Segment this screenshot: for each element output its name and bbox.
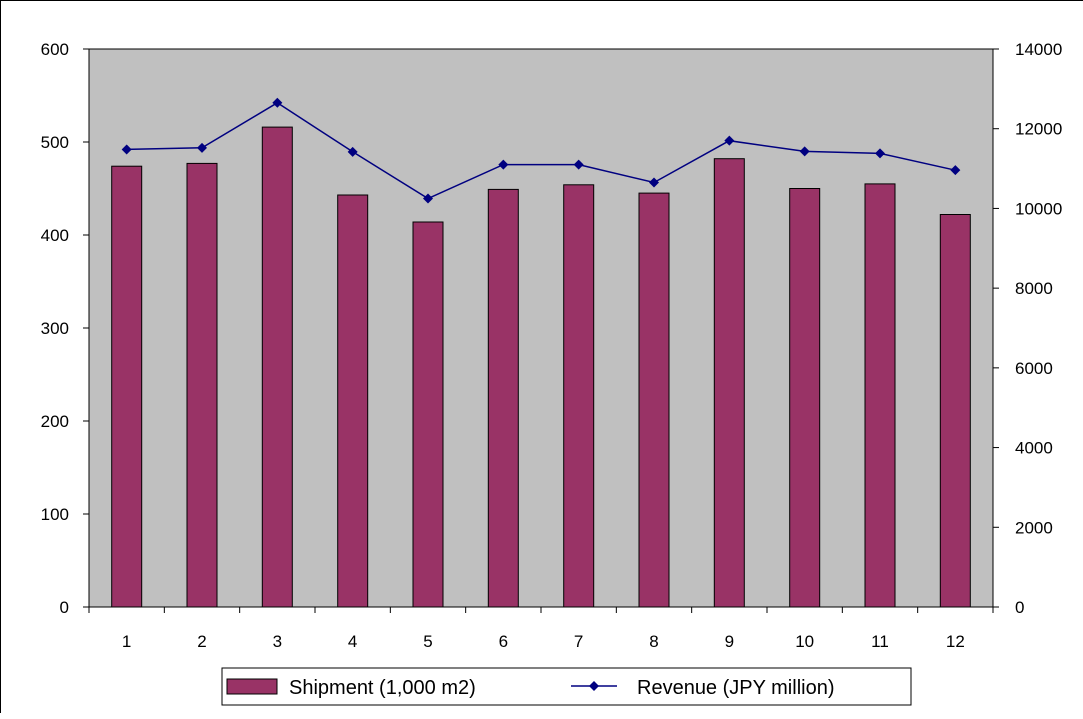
- y-right-tick-label-8000: 8000: [1015, 279, 1053, 298]
- y-left-tick-label-500: 500: [41, 133, 69, 152]
- x-tick-label-10: 10: [795, 632, 814, 651]
- revenue-point-5: [423, 193, 433, 204]
- legend: Shipment (1,000 m2) Revenue (JPY million…: [221, 667, 912, 706]
- x-tick-label-4: 4: [348, 632, 357, 651]
- bar-3: [261, 126, 293, 608]
- plot-area: [88, 48, 994, 608]
- bar-1: [111, 165, 143, 608]
- x-tick-label-9: 9: [725, 632, 734, 651]
- y-left-tick-label-400: 400: [41, 226, 69, 245]
- legend-swatch-revenue-marker: [589, 681, 599, 691]
- revenue-point-2: [197, 142, 207, 153]
- revenue-point-12: [950, 165, 961, 176]
- y-left-tick-label-600: 600: [41, 40, 69, 59]
- bar-6: [487, 188, 519, 608]
- revenue-point-11: [875, 148, 885, 159]
- bar-10: [789, 188, 821, 608]
- y-right-tick-label-4000: 4000: [1015, 439, 1053, 458]
- revenue-point-8: [649, 177, 659, 188]
- legend-box: [221, 667, 912, 706]
- revenue-line: [126, 101, 956, 200]
- y-right-tick-label-2000: 2000: [1015, 518, 1053, 537]
- bar-7: [563, 184, 595, 608]
- bar-9: [713, 158, 745, 608]
- bars-layer: [111, 126, 971, 608]
- legend-label-shipment: Shipment (1,000 m2): [289, 677, 476, 699]
- axes-layer: 0100200300400500600020004000600080001000…: [41, 40, 1063, 651]
- x-tick-label-6: 6: [499, 632, 508, 651]
- revenue-point-4: [347, 146, 358, 157]
- y-right-tick-label-14000: 14000: [1015, 40, 1062, 59]
- legend-label-revenue: Revenue (JPY million): [637, 677, 835, 699]
- y-right-tick-label-6000: 6000: [1015, 359, 1053, 378]
- revenue-point-3: [272, 97, 283, 108]
- x-tick-label-5: 5: [423, 632, 432, 651]
- y-right-tick-label-10000: 10000: [1015, 199, 1062, 218]
- revenue-point-9: [724, 135, 735, 146]
- x-tick-label-2: 2: [197, 632, 206, 651]
- revenue-point-10: [799, 146, 810, 157]
- bar-2: [186, 162, 218, 608]
- revenue-point-1: [121, 144, 132, 155]
- x-tick-label-8: 8: [649, 632, 658, 651]
- x-tick-label-1: 1: [122, 632, 131, 651]
- bar-4: [337, 194, 369, 608]
- y-right-tick-label-12000: 12000: [1015, 120, 1062, 139]
- x-tick-label-7: 7: [574, 632, 583, 651]
- y-left-tick-label-300: 300: [41, 319, 69, 338]
- bar-8: [638, 192, 670, 608]
- x-tick-label-3: 3: [273, 632, 282, 651]
- x-tick-label-12: 12: [946, 632, 965, 651]
- bar-11: [864, 183, 896, 608]
- revenue-point-6: [498, 159, 509, 170]
- x-tick-label-11: 11: [871, 632, 889, 651]
- y-right-tick-label-0: 0: [1015, 598, 1024, 617]
- bar-12: [939, 214, 971, 608]
- line-layer: [121, 97, 961, 204]
- bar-5: [412, 221, 444, 608]
- y-left-tick-label-100: 100: [41, 505, 69, 524]
- y-left-tick-label-200: 200: [41, 412, 69, 431]
- legend-swatch-shipment: [226, 678, 278, 695]
- revenue-point-7: [573, 159, 584, 170]
- y-left-tick-label-0: 0: [60, 598, 69, 617]
